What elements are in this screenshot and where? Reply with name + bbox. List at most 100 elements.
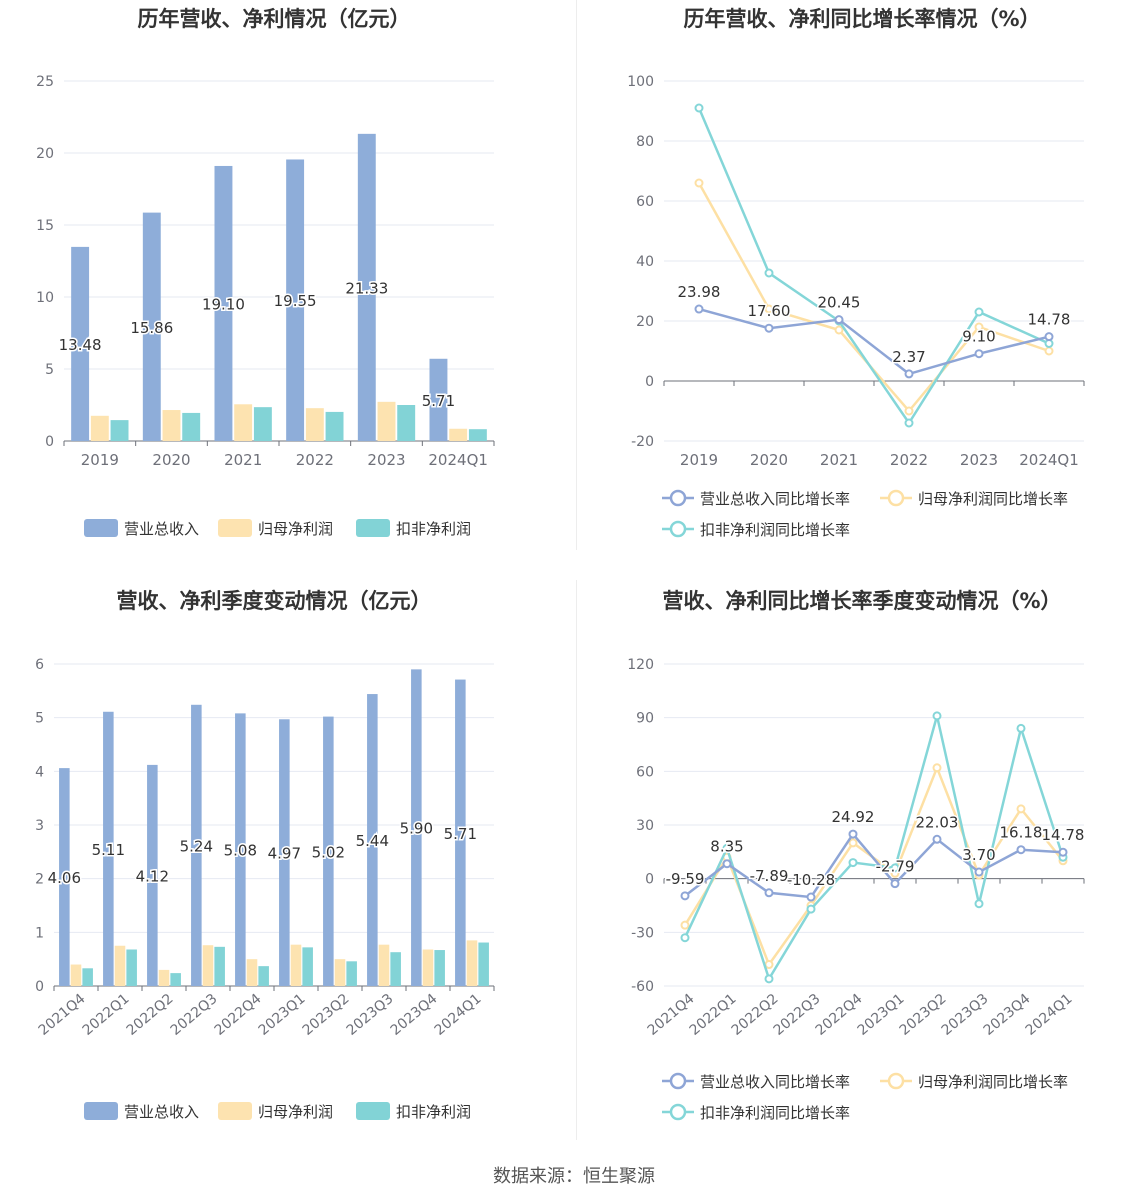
bar-data-label: 5.71 [422,392,455,410]
bar-revenue [429,358,448,441]
x-tick-label: 2023Q3 [344,991,397,1039]
bar-data-label: 5.44 [356,832,389,850]
bar-deducted-profit [110,420,129,441]
legend-label: 扣非净利润 [396,520,471,538]
x-tick-label: 2022 [890,451,928,469]
y-tick-label: 5 [35,711,44,727]
data-source-note: 数据来源：恒生聚源 [493,1166,655,1187]
legend-swatch [84,1102,118,1120]
data-point [974,322,984,332]
line-data-label: 22.03 [916,813,959,831]
bar-parent-profit [466,940,478,986]
bar-data-label: 13.48 [59,336,102,354]
panel-divider-bottom [576,580,577,1140]
bar-deducted-profit [397,405,416,441]
legend-swatch [356,1102,390,1120]
bar-deducted-profit [434,950,445,986]
line-data-label: 8.35 [710,838,743,856]
bar-data-label: 19.10 [202,295,245,313]
bar-data-label: 4.06 [48,869,81,887]
bar-data-label: 5.71 [444,825,477,843]
bar-deducted-profit [346,961,357,986]
bar-revenue [59,768,70,986]
bar-deducted-profit [170,973,181,986]
bar-revenue [191,704,202,986]
y-tick-label: 0 [45,434,54,450]
line-data-label: 16.18 [1000,824,1043,842]
line-data-label: -7.89 [750,867,789,885]
line-data-label: 23.98 [678,283,721,301]
data-point [932,763,942,773]
legend-marker [669,520,687,538]
bar-revenue [286,159,305,442]
y-tick-label: 0 [35,979,44,995]
bar-data-label: 21.33 [345,279,388,297]
data-point [904,418,914,428]
legend-marker [669,1103,687,1121]
bar-parent-profit [234,404,253,441]
legend-label: 归母净利润 [258,520,333,538]
data-point [1058,847,1068,857]
data-point [806,904,816,914]
data-point [932,834,942,844]
data-point [722,843,732,853]
bar-revenue [147,764,158,986]
panel-divider-top [576,0,577,550]
legend-label: 归母净利润同比增长率 [918,490,1068,508]
data-point [806,892,816,902]
bar-parent-profit [334,959,346,986]
bar-data-label: 5.02 [312,843,345,861]
x-tick-label: 2020 [152,451,190,469]
series-line-parent-profit [697,182,1050,413]
chart-title: 历年营收、净利同比增长率情况（%） [683,7,1040,31]
x-tick-label: 2023 [960,451,998,469]
data-point [694,304,704,314]
data-point [974,349,984,359]
series-line-deducted-profit [683,715,1065,982]
x-tick-label: 2024Q1 [432,991,485,1039]
data-point [890,863,900,873]
data-point [722,859,732,869]
bar-deducted-profit [182,412,201,441]
data-point [904,369,914,379]
legend-label: 营业总收入 [124,520,199,538]
y-tick-label: 3 [35,818,44,834]
bar-parent-profit [162,410,181,441]
bar-parent-profit [377,401,396,441]
bar-revenue [357,133,376,441]
x-tick-label: 2022Q2 [729,991,782,1039]
x-tick-label: 2021 [224,451,262,469]
bar-data-label: 5.24 [180,837,213,855]
legend-marker [669,1072,687,1090]
bar-parent-profit [70,964,82,986]
bar-parent-profit [422,949,434,986]
data-point [764,304,774,314]
y-tick-label: 0 [645,374,654,390]
x-tick-label: 2023Q1 [855,991,908,1039]
y-tick-label: 6 [35,657,44,673]
line-data-label: -10.28 [787,871,835,889]
y-tick-label: 100 [627,74,654,90]
y-tick-label: 80 [636,134,654,150]
x-tick-label: 2023 [367,451,405,469]
y-tick-label: -30 [631,925,654,941]
legend-label: 归母净利润 [258,1103,333,1121]
data-point [848,858,858,868]
y-tick-label: 25 [36,74,54,90]
bar-revenue [235,713,246,986]
bar-parent-profit [158,969,170,986]
data-point [890,879,900,889]
x-tick-label: 2023Q3 [939,991,992,1039]
y-tick-label: 40 [636,254,654,270]
series-line-revenue [684,832,1064,899]
data-point [1016,723,1026,733]
bar-deducted-profit [253,407,272,441]
bar-parent-profit [114,945,126,986]
y-tick-label: -60 [631,979,654,995]
x-tick-label: 2022Q4 [212,991,265,1039]
y-tick-label: 15 [36,218,54,234]
line-data-label: -2.79 [876,858,915,876]
x-tick-label: 2021Q4 [36,991,89,1039]
legend-label: 扣非净利润 [396,1103,471,1121]
